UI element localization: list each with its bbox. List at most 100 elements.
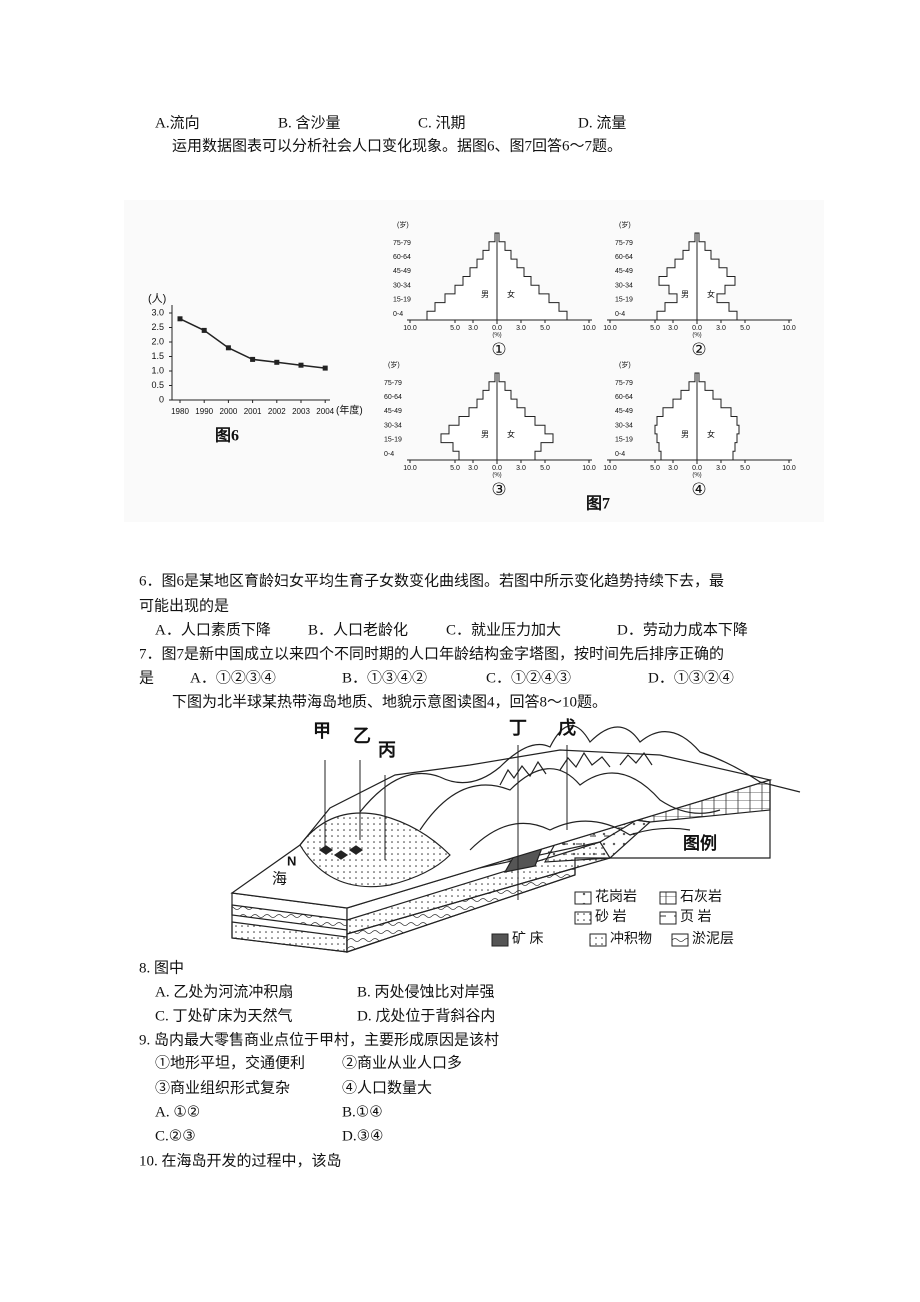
point-label: 甲 xyxy=(313,721,331,741)
marker xyxy=(177,316,183,322)
question-text: C．①②④③ xyxy=(486,669,571,686)
x-tick-label: 1980 xyxy=(171,407,189,416)
north-label: N xyxy=(287,853,296,868)
age-label: 30-34 xyxy=(393,282,411,289)
pyramid-tick-label: 10.0 xyxy=(582,465,596,472)
y-tick-label: 1.5 xyxy=(151,351,164,361)
panel-label: ④ xyxy=(691,480,706,499)
figure-background xyxy=(124,200,824,522)
question-text: A.流向 xyxy=(155,114,200,131)
pyramid-tick-label: 3.0 xyxy=(516,325,526,332)
y-tick-label: 0.5 xyxy=(151,380,164,390)
legend-swatch xyxy=(671,933,689,947)
pyramid-unit: (%) xyxy=(492,473,501,479)
female-label: 女 xyxy=(707,289,715,299)
point-label: 丁 xyxy=(509,718,527,738)
age-label: 45-49 xyxy=(384,408,402,415)
legend-label: 页 岩 xyxy=(680,909,712,925)
marker xyxy=(298,362,304,368)
x-tick-label: 2002 xyxy=(268,407,286,416)
pyramid-tick-label: 5.0 xyxy=(650,465,660,472)
marker xyxy=(201,327,207,333)
panel-label: ② xyxy=(691,340,706,359)
legend-swatch xyxy=(589,933,607,947)
age-label: 0-4 xyxy=(615,311,625,318)
x-tick-label: 1990 xyxy=(195,407,213,416)
question-text: B. 丙处侵蚀比对岸强 xyxy=(357,983,495,1000)
age-unit: (岁) xyxy=(388,360,400,369)
pyramid-tick-label: 0.0 xyxy=(492,325,502,332)
age-label: 75-79 xyxy=(615,380,633,387)
legend-swatch xyxy=(659,891,677,905)
caption: 图7 xyxy=(586,495,610,513)
age-label: 60-64 xyxy=(615,254,633,261)
y-tick-label: 3.0 xyxy=(151,307,164,317)
female-label: 女 xyxy=(507,429,515,439)
pyramid-tick-label: 5.0 xyxy=(540,325,550,332)
age-label: 75-79 xyxy=(615,240,633,247)
age-label: 45-49 xyxy=(393,268,411,275)
question-text: 是 xyxy=(139,670,154,686)
question-text: B.①④ xyxy=(342,1104,383,1120)
pyramid-tick-label: 5.0 xyxy=(540,465,550,472)
axis-label: (人) xyxy=(148,292,166,305)
age-label: 15-19 xyxy=(615,297,633,304)
pyramid-tick-label: 5.0 xyxy=(450,325,460,332)
age-label: 60-64 xyxy=(615,394,633,401)
question-text: 7．图7是新中国成立以来四个不同时期的人口年龄结构金字塔图，按时间先后排序正确的 xyxy=(139,645,724,662)
question-text: 9. 岛内最大零售商业点位于甲村，主要形成原因是该村 xyxy=(139,1031,499,1048)
question-text: 6．图6是某地区育龄妇女平均生育子女数变化曲线图。若图中所示变化趋势持续下去，最 xyxy=(139,571,724,589)
male-label: 男 xyxy=(481,430,489,439)
question-text: ③商业组织形式复杂 xyxy=(155,1078,290,1096)
age-label: 60-64 xyxy=(384,394,402,401)
marker xyxy=(274,359,280,365)
point-label: 丙 xyxy=(378,740,396,760)
age-label: 45-49 xyxy=(615,408,633,415)
pyramid-tick-label: 3.0 xyxy=(468,325,478,332)
y-tick-label: 0 xyxy=(159,394,164,404)
age-label: 0-4 xyxy=(393,311,403,318)
question-text: C．就业压力加大 xyxy=(446,621,561,638)
legend-swatch xyxy=(659,911,677,925)
question-text: C. 汛期 xyxy=(418,114,466,131)
question-text: B. 含沙量 xyxy=(278,114,341,131)
question-text: A. 乙处为河流冲积扇 xyxy=(155,983,293,1000)
legend-swatch xyxy=(574,911,592,925)
pyramid-tick-label: 10.0 xyxy=(403,465,417,472)
pyramid-tick-label: 10.0 xyxy=(582,325,596,332)
pyramid-tick-label: 0.0 xyxy=(492,465,502,472)
pyramid-tick-label: 5.0 xyxy=(740,465,750,472)
age-unit: (岁) xyxy=(619,220,631,229)
point-label: 乙 xyxy=(353,726,371,746)
pyramid-tick-label: 3.0 xyxy=(668,325,678,332)
marker xyxy=(250,356,256,362)
legend-label: 石灰岩 xyxy=(680,889,722,905)
age-unit: (岁) xyxy=(619,360,631,369)
y-tick-label: 2.5 xyxy=(151,322,164,332)
question-text: C.②③ xyxy=(155,1128,196,1144)
legend-label: 矿 床 xyxy=(512,931,544,947)
question-text: B．人口老龄化 xyxy=(308,621,408,638)
x-tick-label: 2000 xyxy=(220,407,238,416)
legend-title: 图例 xyxy=(683,833,717,853)
question-text: A. ①② xyxy=(155,1104,200,1120)
age-label: 45-49 xyxy=(615,268,633,275)
pyramid-unit: (%) xyxy=(492,333,501,339)
age-label: 15-19 xyxy=(393,297,411,304)
age-label: 0-4 xyxy=(615,451,625,458)
x-tick-label: 2003 xyxy=(292,407,310,416)
legend-label: 花岗岩 xyxy=(595,889,637,905)
pyramid-tick-label: 3.0 xyxy=(716,465,726,472)
pyramid-tick-label: 3.0 xyxy=(516,465,526,472)
pyramid-tick-label: 3.0 xyxy=(668,465,678,472)
y-tick-label: 2.0 xyxy=(151,336,164,346)
female-label: 女 xyxy=(707,429,715,439)
question-text: D. 戊处位于背斜谷内 xyxy=(357,1007,495,1024)
age-unit: (岁) xyxy=(397,220,409,229)
sea-label: 海 xyxy=(272,870,287,887)
age-label: 0-4 xyxy=(384,451,394,458)
pyramid-tick-label: 5.0 xyxy=(650,325,660,332)
caption: 图6 xyxy=(215,427,239,445)
pyramid-tick-label: 3.0 xyxy=(468,465,478,472)
